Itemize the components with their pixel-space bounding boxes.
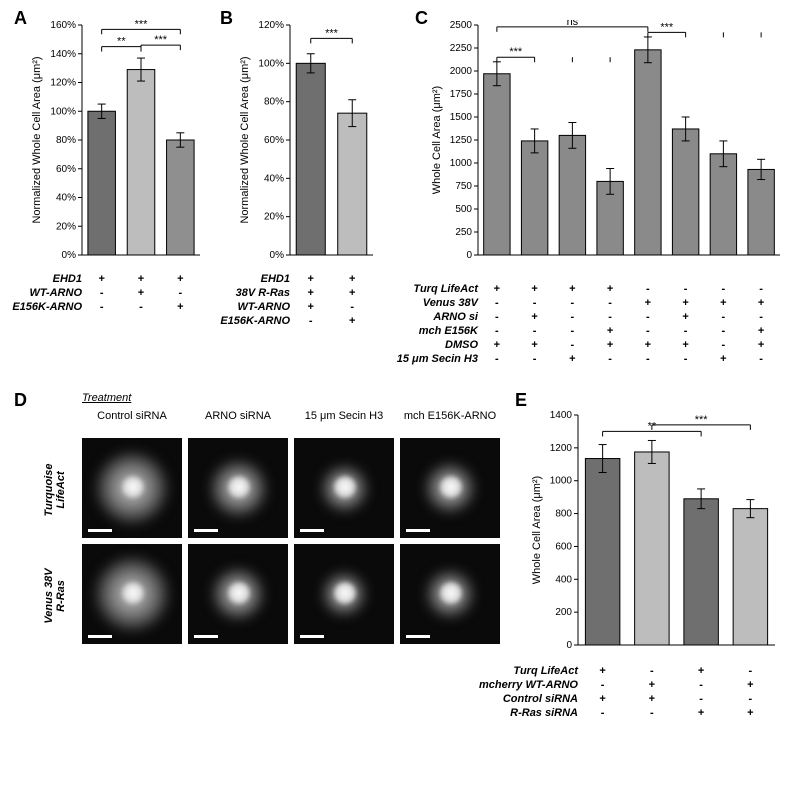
chart-e: 0 200 400 600 800 1000 1200 1400 Whole Cell Area… (530, 410, 780, 660)
conditions-c: Turq LifeAct++++----Venus 38V----++++ARN… (386, 282, 780, 366)
chart-a: 0% 20% 40% 60% 80% 100% 120% 140% 160% Normalized… (30, 20, 205, 270)
svg-text:0%: 0% (62, 250, 77, 261)
svg-text:**: ** (117, 36, 126, 48)
svg-text:160%: 160% (50, 20, 76, 31)
micro-row-label: Venus 38VR-Ras (43, 551, 67, 641)
conditions-b: EHD1++38V R-Ras++WT-ARNO+-E156K-ARNO-+ (218, 272, 373, 328)
micrograph (82, 438, 182, 538)
svg-text:40%: 40% (264, 173, 284, 184)
svg-text:2500: 2500 (450, 20, 473, 31)
svg-text:400: 400 (555, 574, 572, 585)
conditions-e: Turq LifeAct+-+-mcherry WT-ARNO-+-+Contr… (474, 664, 775, 720)
svg-text:***: *** (509, 46, 523, 58)
figure: A 0% 20% 40% 60% 80% 100% 120% 140% 160% Normaliz… (10, 10, 790, 795)
panel-label-a: A (14, 8, 27, 29)
svg-text:1500: 1500 (450, 112, 473, 123)
svg-text:***: *** (325, 27, 339, 39)
svg-text:Normalized Whole Cell Area (μm: Normalized Whole Cell Area (μm²) (239, 56, 251, 223)
micrograph (188, 544, 288, 644)
svg-text:0%: 0% (270, 250, 285, 261)
micrograph (188, 438, 288, 538)
panel-label-b: B (220, 8, 233, 29)
svg-text:80%: 80% (56, 135, 76, 146)
svg-text:***: *** (135, 20, 149, 30)
micrograph-grid: TreatmentControl siRNAARNO siRNA15 μm Se… (40, 410, 500, 660)
micro-row-label: TurquoiseLifeAct (43, 445, 67, 535)
micrograph (400, 438, 500, 538)
svg-text:1000: 1000 (450, 158, 473, 169)
micro-col-header: Control siRNA (82, 410, 182, 422)
svg-text:2000: 2000 (450, 66, 473, 77)
svg-text:1200: 1200 (550, 443, 573, 454)
svg-text:120%: 120% (50, 78, 76, 89)
panel-label-e: E (515, 390, 527, 411)
micrograph (400, 544, 500, 644)
svg-text:80%: 80% (264, 97, 284, 108)
micro-col-header: mch E156K-ARNO (400, 410, 500, 422)
svg-text:0: 0 (466, 250, 472, 261)
svg-text:20%: 20% (264, 212, 284, 223)
svg-text:60%: 60% (264, 135, 284, 146)
panel-label-d: D (14, 390, 27, 411)
svg-text:2250: 2250 (450, 43, 473, 54)
svg-text:500: 500 (455, 204, 472, 215)
svg-text:100%: 100% (50, 106, 76, 117)
svg-text:1000: 1000 (550, 476, 573, 487)
svg-text:0: 0 (566, 640, 572, 651)
svg-text:Whole Cell Area (μm²): Whole Cell Area (μm²) (431, 86, 443, 194)
svg-text:Whole Cell Area (μm²): Whole Cell Area (μm²) (531, 476, 543, 584)
svg-text:***: *** (154, 34, 168, 46)
svg-text:60%: 60% (56, 164, 76, 175)
svg-text:1750: 1750 (450, 89, 473, 100)
panel-label-c: C (415, 8, 428, 29)
svg-text:800: 800 (555, 509, 572, 520)
micrograph (82, 544, 182, 644)
svg-text:40%: 40% (56, 193, 76, 204)
micro-col-header: 15 μm Secin H3 (294, 410, 394, 422)
micrograph (294, 438, 394, 538)
svg-text:1250: 1250 (450, 135, 473, 146)
svg-text:750: 750 (455, 181, 472, 192)
treatment-label: Treatment (82, 392, 131, 404)
svg-text:250: 250 (455, 227, 472, 238)
svg-text:140%: 140% (50, 49, 76, 60)
svg-text:1400: 1400 (550, 410, 573, 421)
micro-col-header: ARNO siRNA (188, 410, 288, 422)
chart-c: 0 250 500 750 1000 1250 1500 1750 2000 2250 2500 Wh… (430, 20, 785, 270)
svg-text:ns: ns (567, 20, 579, 28)
chart-b: 0% 20% 40% 60% 80% 100% 120% Normalized Whole C… (238, 20, 378, 270)
conditions-a: EHD1+++WT-ARNO-+-E156K-ARNO--+ (10, 272, 200, 314)
svg-text:20%: 20% (56, 221, 76, 232)
svg-text:600: 600 (555, 541, 572, 552)
svg-text:120%: 120% (258, 20, 284, 31)
svg-text:100%: 100% (258, 58, 284, 69)
svg-text:***: *** (695, 414, 709, 426)
svg-text:Normalized Whole Cell Area (μm: Normalized Whole Cell Area (μm²) (31, 56, 43, 223)
svg-text:***: *** (660, 21, 674, 33)
micrograph (294, 544, 394, 644)
svg-text:200: 200 (555, 607, 572, 618)
